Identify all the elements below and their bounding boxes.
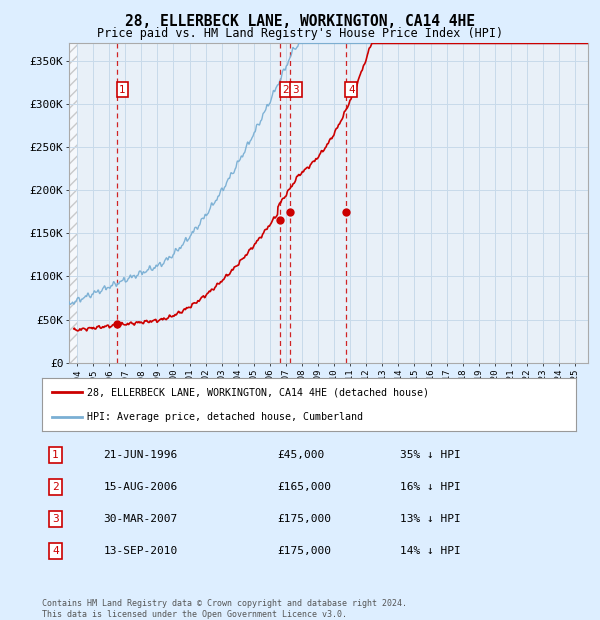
Text: 21-JUN-1996: 21-JUN-1996	[103, 450, 178, 460]
Text: 28, ELLERBECK LANE, WORKINGTON, CA14 4HE: 28, ELLERBECK LANE, WORKINGTON, CA14 4HE	[125, 14, 475, 29]
Text: 3: 3	[52, 515, 59, 525]
Text: 13-SEP-2010: 13-SEP-2010	[103, 546, 178, 556]
Text: 35% ↓ HPI: 35% ↓ HPI	[400, 450, 461, 460]
Text: Price paid vs. HM Land Registry's House Price Index (HPI): Price paid vs. HM Land Registry's House …	[97, 27, 503, 40]
Text: £45,000: £45,000	[277, 450, 324, 460]
Text: HPI: Average price, detached house, Cumberland: HPI: Average price, detached house, Cumb…	[88, 412, 364, 422]
Text: 30-MAR-2007: 30-MAR-2007	[103, 515, 178, 525]
Text: 1: 1	[52, 450, 59, 460]
Text: £175,000: £175,000	[277, 515, 331, 525]
Text: 14% ↓ HPI: 14% ↓ HPI	[400, 546, 461, 556]
Text: 16% ↓ HPI: 16% ↓ HPI	[400, 482, 461, 492]
Bar	[69, 43, 77, 363]
Text: 3: 3	[292, 85, 299, 95]
Text: 13% ↓ HPI: 13% ↓ HPI	[400, 515, 461, 525]
Text: 4: 4	[348, 85, 355, 95]
Text: 2: 2	[52, 482, 59, 492]
Text: 1: 1	[119, 85, 126, 95]
Text: 2: 2	[282, 85, 289, 95]
Text: 15-AUG-2006: 15-AUG-2006	[103, 482, 178, 492]
Text: 4: 4	[52, 546, 59, 556]
Text: Contains HM Land Registry data © Crown copyright and database right 2024.
This d: Contains HM Land Registry data © Crown c…	[42, 600, 407, 619]
Text: £175,000: £175,000	[277, 546, 331, 556]
Text: 28, ELLERBECK LANE, WORKINGTON, CA14 4HE (detached house): 28, ELLERBECK LANE, WORKINGTON, CA14 4HE…	[88, 388, 430, 397]
Text: £165,000: £165,000	[277, 482, 331, 492]
